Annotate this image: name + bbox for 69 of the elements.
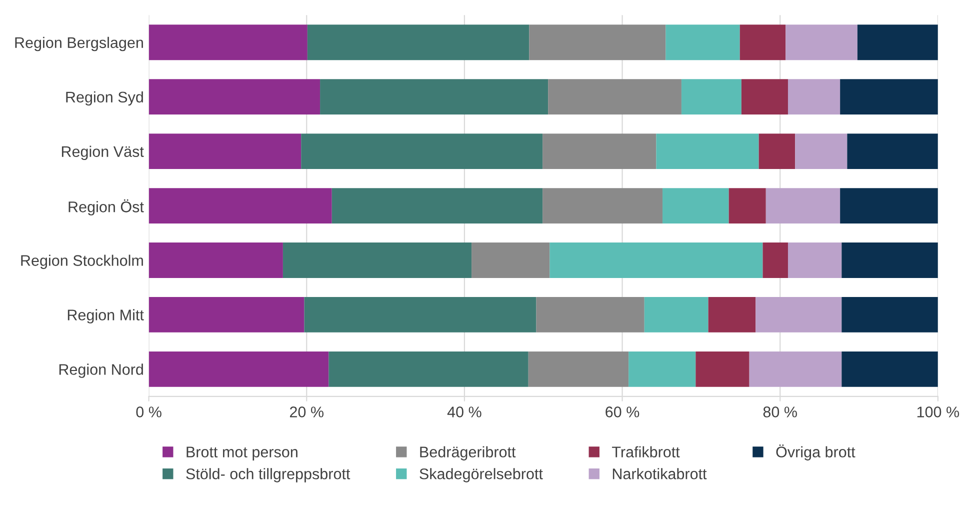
bar bbox=[328, 351, 528, 387]
bar bbox=[529, 24, 666, 60]
bar bbox=[548, 79, 682, 115]
bar bbox=[741, 79, 788, 115]
bar bbox=[788, 242, 842, 278]
bar bbox=[282, 242, 472, 278]
bar bbox=[762, 242, 788, 278]
bar bbox=[728, 188, 766, 224]
bar bbox=[644, 297, 708, 332]
bar bbox=[696, 351, 750, 387]
bar bbox=[148, 79, 320, 115]
bar bbox=[628, 351, 696, 387]
bar bbox=[307, 24, 530, 60]
legend-label: Narkotikabrott bbox=[612, 468, 707, 480]
bar bbox=[301, 134, 543, 170]
bar bbox=[756, 297, 842, 332]
bar bbox=[847, 134, 938, 170]
y-tick-label: Region Mitt bbox=[68, 309, 144, 324]
bar bbox=[786, 24, 858, 60]
x-tick-label: 100 % bbox=[917, 406, 960, 418]
bar bbox=[332, 188, 543, 224]
bar bbox=[857, 24, 938, 60]
legend-label: Bedrägeribrott bbox=[420, 446, 516, 460]
bar bbox=[788, 79, 840, 115]
y-tick-label: Region Syd bbox=[66, 91, 143, 106]
bar bbox=[842, 297, 938, 332]
legend-label: Skadegörelsebrott bbox=[420, 468, 543, 482]
legend-label: Övriga brott bbox=[776, 444, 856, 460]
legend-label: Trafikbrott bbox=[612, 446, 680, 458]
bar bbox=[148, 24, 308, 60]
x-tick-label: 0 % bbox=[136, 406, 162, 418]
bar bbox=[656, 134, 759, 170]
bar bbox=[472, 242, 550, 278]
y-tick-label: Region Bergslagen bbox=[15, 36, 143, 52]
bar bbox=[681, 79, 742, 115]
bar bbox=[795, 134, 848, 170]
x-tick-label: 60 % bbox=[606, 406, 640, 418]
bar bbox=[148, 297, 304, 332]
bar bbox=[542, 188, 663, 224]
bar bbox=[840, 79, 938, 115]
x-tick-label: 40 % bbox=[447, 406, 482, 418]
y-tick-label: Region Nord bbox=[59, 364, 143, 378]
bar bbox=[662, 188, 729, 224]
bar bbox=[749, 351, 842, 387]
bar bbox=[536, 297, 644, 332]
bar bbox=[304, 297, 536, 332]
bar bbox=[766, 188, 840, 224]
x-tick-label: 20 % bbox=[290, 406, 324, 418]
x-tick-label: 80 % bbox=[763, 406, 797, 418]
bar bbox=[842, 242, 938, 278]
bar bbox=[320, 79, 548, 115]
bar bbox=[840, 188, 938, 224]
legend-label: Stöld- och tillgreppsbrott bbox=[186, 468, 350, 482]
bar bbox=[148, 242, 283, 278]
y-tick-label: Region Stockholm bbox=[21, 254, 143, 269]
bar bbox=[758, 134, 796, 170]
legend-label: Brott mot person bbox=[186, 446, 298, 460]
y-tick-label: Region Väst bbox=[62, 146, 144, 160]
bar bbox=[550, 242, 763, 278]
bar bbox=[842, 351, 938, 387]
bar bbox=[740, 24, 786, 60]
bar bbox=[708, 297, 756, 332]
bar bbox=[148, 188, 332, 224]
bar bbox=[148, 134, 302, 170]
bar bbox=[528, 351, 629, 387]
bar bbox=[148, 351, 329, 387]
y-tick-label: Region Öst bbox=[68, 199, 144, 216]
bar bbox=[666, 24, 740, 60]
bar bbox=[542, 134, 656, 170]
